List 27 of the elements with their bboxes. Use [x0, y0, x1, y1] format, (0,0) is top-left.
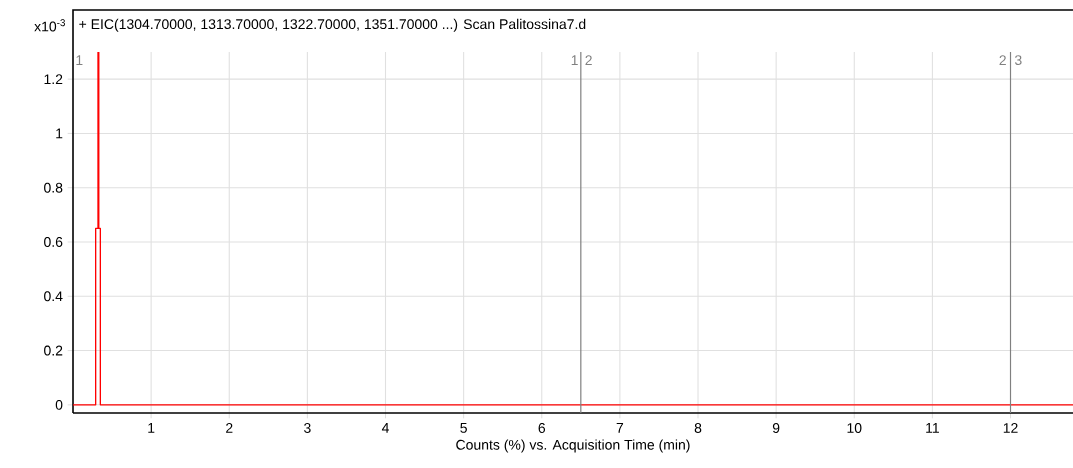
x-tick-label: 2 [226, 423, 233, 433]
x-tick-label: 11 [926, 423, 939, 433]
text: x10$^{-3}$ [34, 19, 65, 32]
x-tick-label: 9 [772, 423, 780, 433]
y-tick-label: 0 [55, 399, 63, 410]
y-tick-label: 0.4 [44, 291, 63, 302]
x-tick-label: 6 [538, 423, 546, 433]
chart-title: + EIC(1304.70000, 1313.70000, 1322.70000, 1351.70000 ...) Scan Palitossina7.d [79, 18, 586, 32]
x-tick-label: 1 [148, 423, 155, 433]
annotation: 2 [999, 55, 1006, 66]
annotation: 2 [585, 55, 592, 66]
x-tick-label: 12 [1003, 423, 1018, 433]
x-axis-title: Counts (%) vs. Acquisition Time (min) [456, 439, 690, 453]
x-tick-label: 5 [460, 423, 467, 433]
x-tick-label: 4 [381, 423, 389, 433]
y-tick-label: 1.2 [44, 74, 63, 85]
y-tick-label: 0.6 [44, 237, 63, 247]
annotation: 3 [1014, 55, 1022, 66]
x-tick-label: 3 [304, 423, 311, 433]
annotation: 1 [76, 55, 83, 65]
annotation: 1 [571, 55, 578, 65]
y-tick-label: 0.8 [44, 182, 63, 193]
x-tick-label: 7 [616, 423, 624, 433]
y-tick-label: 1 [56, 128, 63, 139]
y-tick-label: 0.2 [44, 345, 63, 356]
x-tick-label: 8 [694, 423, 702, 433]
x-tick-label: 10 [847, 423, 862, 433]
